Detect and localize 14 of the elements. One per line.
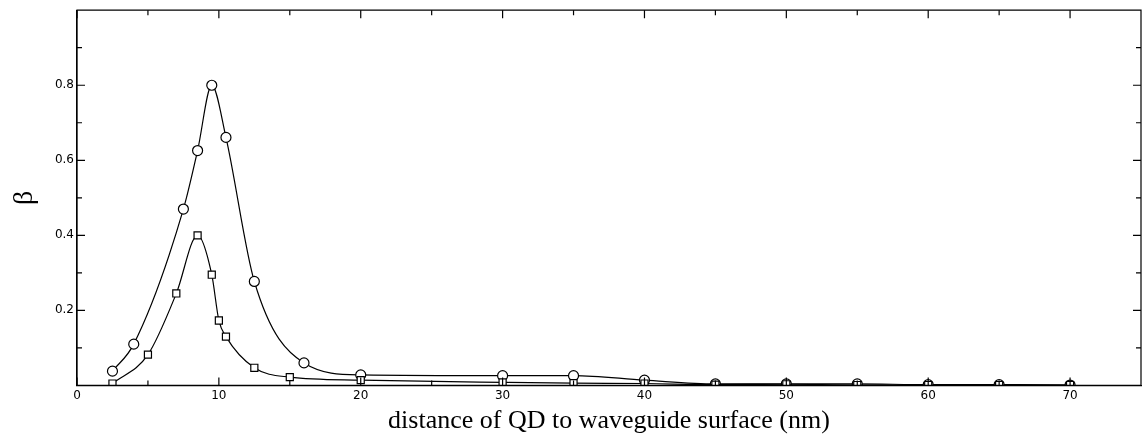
y-tick-label: 0.8 xyxy=(54,77,74,92)
y-axis-title: β xyxy=(7,190,39,205)
x-tick-label: 70 xyxy=(1062,387,1078,402)
y-tick-label: 0.4 xyxy=(54,227,74,242)
x-tick-label: 10 xyxy=(211,387,227,402)
y-tick-label: 0.2 xyxy=(54,302,74,317)
y-tick-label: 0.6 xyxy=(54,152,74,167)
x-axis-title: distance of QD to waveguide surface (nm) xyxy=(388,405,830,435)
x-tick-label: 20 xyxy=(353,387,369,402)
x-tick-label: 0 xyxy=(73,387,81,402)
x-tick-label: 40 xyxy=(636,387,653,402)
x-tick-label: 30 xyxy=(494,387,511,402)
x-tick-label: 50 xyxy=(778,387,794,402)
x-tick-label: 60 xyxy=(920,387,936,402)
